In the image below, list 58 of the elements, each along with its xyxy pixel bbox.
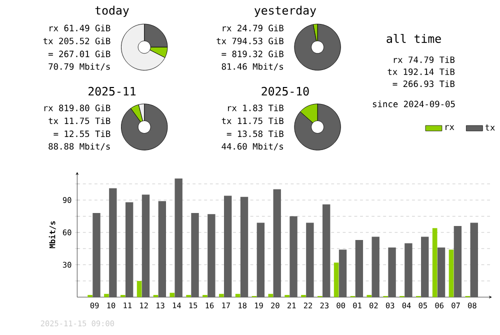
chart-title: today: [95, 6, 129, 17]
bar: [322, 204, 330, 298]
bar: [338, 250, 347, 298]
bar: [191, 213, 199, 298]
text: = 13.58 TiB: [226, 130, 284, 138]
bar: [104, 294, 109, 298]
text: rx 1.83 TiB: [228, 104, 284, 112]
bar: [432, 228, 438, 298]
text: 81.46 Mbit/s: [222, 63, 284, 71]
text: 88.88 Mbit/s: [48, 143, 110, 150]
bar: [208, 214, 216, 298]
bar: [273, 189, 281, 298]
bar: [174, 178, 182, 298]
bar: [421, 236, 429, 298]
text: = 267.01 GiB: [48, 50, 110, 58]
chart-title: 2025-10: [262, 86, 309, 96]
chart-title: yesterday: [254, 6, 316, 17]
bar: [355, 240, 364, 298]
legend-label: rx: [446, 125, 454, 130]
text: = 266.93 TiB: [392, 80, 455, 88]
text: tx 11.75 TiB: [48, 117, 110, 124]
bar: [92, 213, 100, 298]
bar: [158, 201, 166, 298]
text: 44.60 Mbit/s: [222, 143, 284, 150]
text: tx 192.14 TiB: [388, 68, 455, 76]
chart-title: 2025-11: [88, 86, 136, 96]
bar: [470, 222, 478, 298]
text: rx 24.79 GiB: [222, 24, 284, 32]
legend-label: tx: [485, 124, 495, 131]
bar: [437, 248, 446, 298]
bar: [404, 243, 412, 298]
text: since 2024-09-05: [372, 100, 455, 108]
bar: [388, 248, 396, 298]
bar: [290, 216, 298, 298]
bar: [218, 294, 224, 298]
text: tx 794.53 GiB: [216, 38, 284, 44]
bar: [454, 226, 462, 298]
text: rx 61.49 GiB: [50, 24, 110, 32]
text: tx 205.52 GiB: [43, 38, 110, 44]
bar: [109, 188, 117, 298]
bar: [306, 222, 314, 298]
bar: [170, 292, 175, 298]
text: 70.79 Mbit/s: [48, 63, 110, 71]
bar: [334, 262, 339, 298]
bar: [136, 281, 142, 298]
bar: [448, 250, 454, 298]
text: tx 11.75 TiB: [222, 117, 284, 124]
bar: [125, 202, 134, 298]
bar: [142, 194, 150, 298]
text: = 12.55 TiB: [54, 130, 110, 138]
bar: [256, 222, 265, 298]
text: all time: [386, 34, 441, 44]
text: rx 819.80 GiB: [44, 104, 110, 112]
text: rx 74.79 TiB: [394, 56, 455, 64]
bar: [372, 236, 380, 298]
bar: [224, 196, 232, 298]
text: = 819.32 GiB: [222, 50, 284, 58]
bar: [240, 196, 248, 298]
